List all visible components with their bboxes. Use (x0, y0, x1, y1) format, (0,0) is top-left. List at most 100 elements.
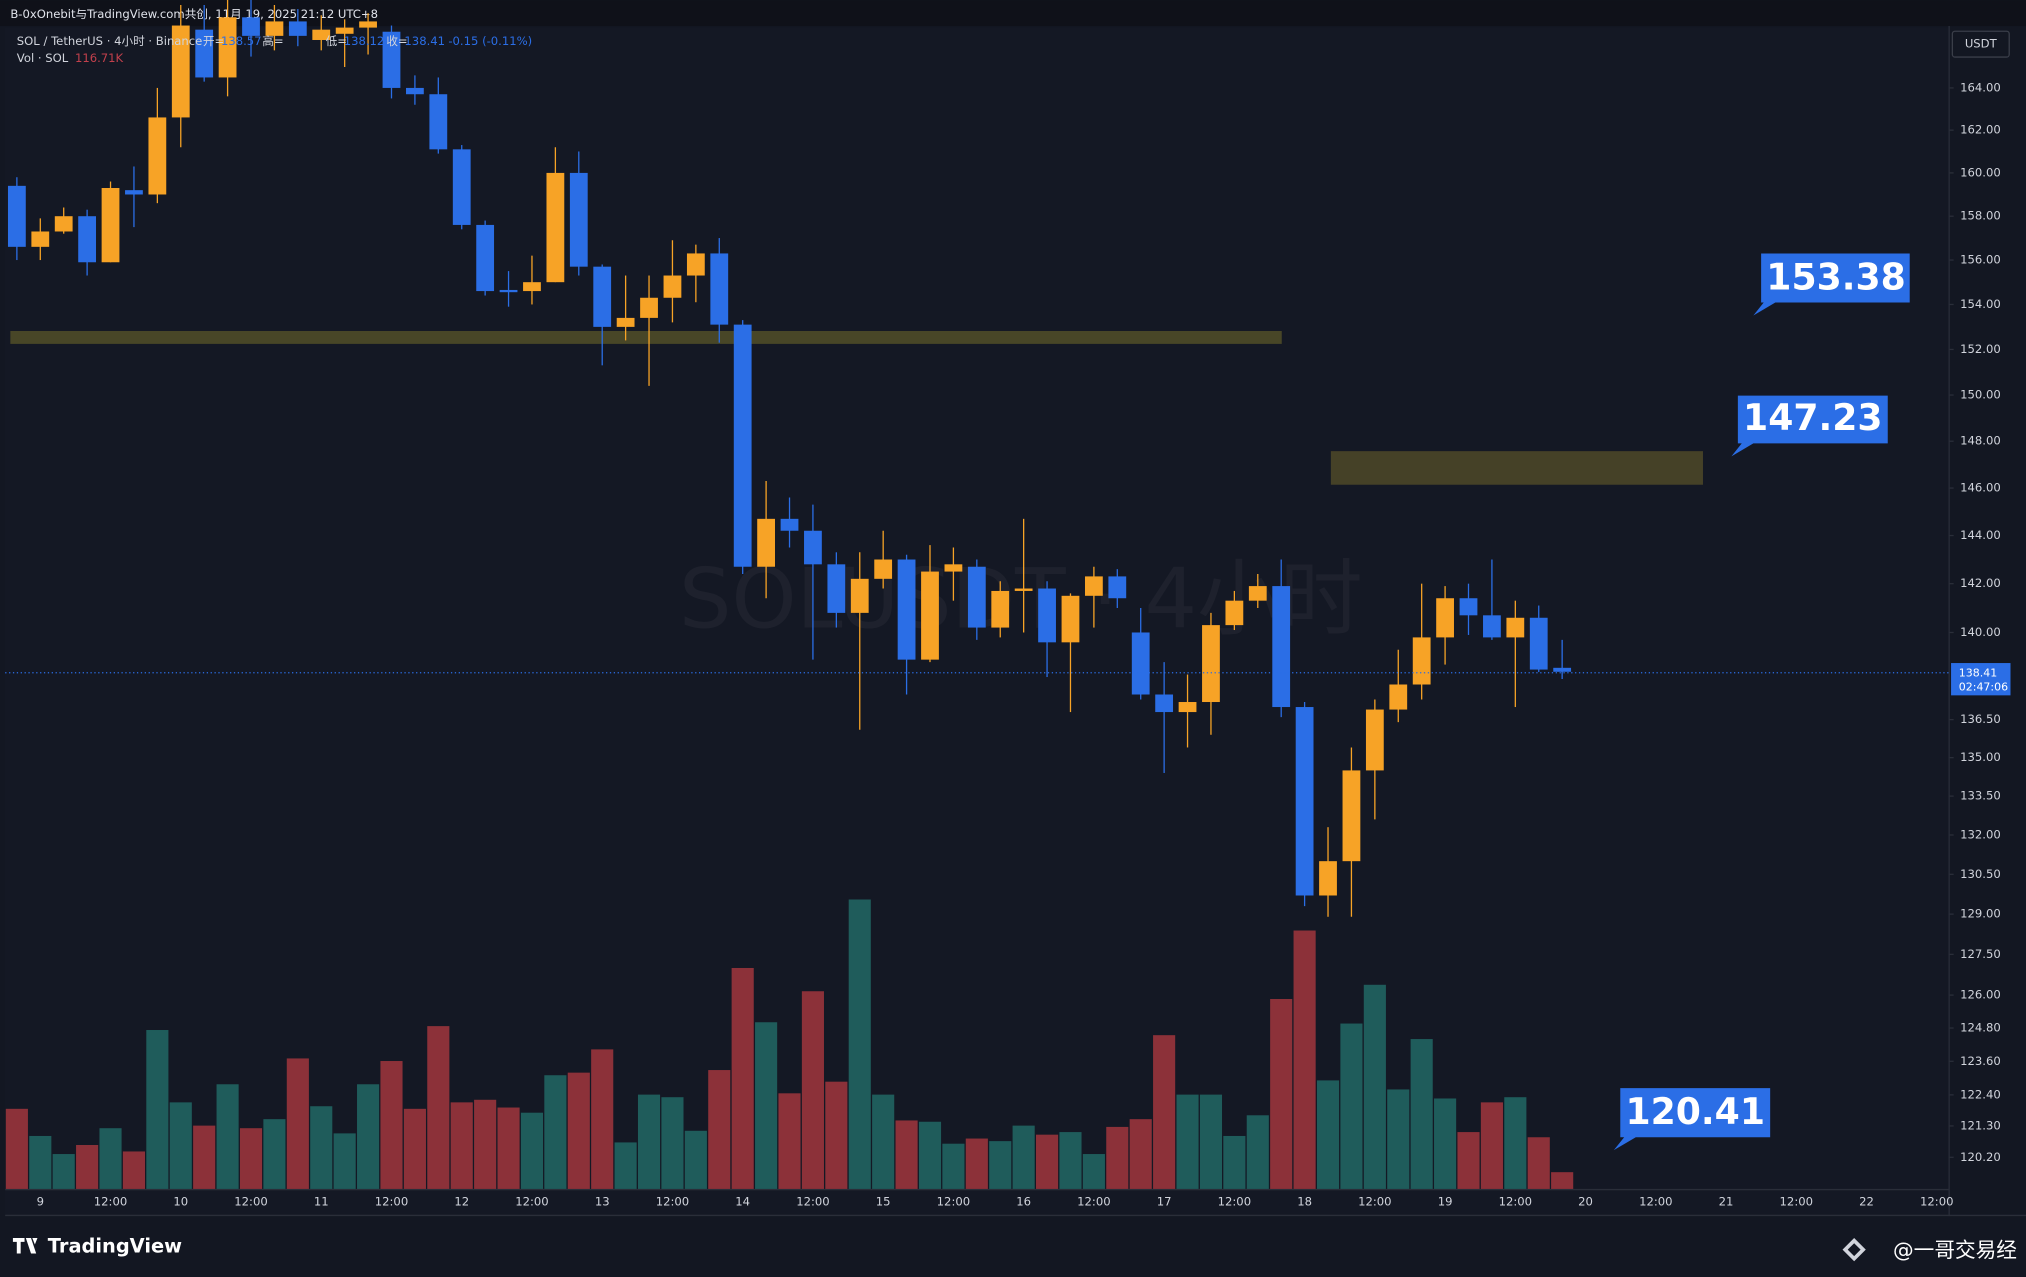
volume-bar (450, 1102, 473, 1189)
volume-bar (76, 1145, 99, 1189)
candle-body (1131, 632, 1150, 695)
volume-bar (29, 1135, 52, 1189)
volume-bar (239, 1128, 263, 1189)
volume-bar (731, 967, 754, 1189)
volume-bar (544, 1075, 567, 1189)
x-tick-label: 15 (876, 1194, 891, 1208)
volume-bar (825, 1081, 848, 1189)
x-tick-label: 12:00 (94, 1194, 127, 1208)
candle-body (967, 566, 986, 628)
logo (12, 1238, 38, 1254)
x-tick-label: 12:00 (1920, 1194, 1953, 1208)
y-tick-label: 123.60 (1960, 1054, 2001, 1068)
y-tick-label: 152.00 (1960, 342, 2001, 356)
volume-bar (591, 1049, 614, 1189)
volume-bar (52, 1154, 75, 1189)
candle-body (265, 21, 284, 36)
zone (10, 330, 1282, 344)
candle-body (1108, 576, 1127, 599)
brand: TradingView (48, 1235, 182, 1258)
candle-body (1272, 586, 1291, 708)
candle-body (78, 216, 97, 263)
legend-symbol: SOL / TetherUS · 4小时 · Binance (17, 34, 203, 48)
candle-body (406, 87, 424, 95)
x-tick-label: 11 (314, 1194, 329, 1208)
volume-bar (1059, 1132, 1082, 1189)
header-bar (0, 0, 2026, 27)
candle-body (1155, 694, 1174, 713)
volume-bar (1527, 1137, 1550, 1189)
volume-bar (684, 1130, 707, 1189)
y-tick-label: 140.00 (1960, 625, 2001, 639)
candle-body (54, 216, 73, 232)
y-tick-label: 121.30 (1960, 1118, 2001, 1132)
x-tick-label: 12:00 (656, 1194, 689, 1208)
y-tick-label: 135.00 (1960, 750, 2001, 764)
legend-label: 收= (386, 34, 407, 48)
y-tick-label: 133.50 (1960, 789, 2001, 803)
legend-label: 高= (262, 34, 283, 48)
legend-label: 开= (203, 34, 224, 48)
volume-bar (380, 1061, 403, 1189)
candle-body (780, 518, 799, 531)
candle-body (1483, 615, 1501, 638)
legend-volume-value: 116.71K (75, 51, 124, 65)
volume-bar (263, 1119, 286, 1189)
candle-body (1061, 595, 1080, 643)
legend-value: 138.57 (221, 34, 262, 48)
y-tick-label: 160.00 (1960, 165, 2001, 179)
volume-bar (614, 1142, 637, 1189)
author: @一哥交易经 (1893, 1238, 2017, 1262)
candle-body (593, 266, 612, 327)
candle-body (31, 231, 50, 247)
y-tick-label: 127.50 (1960, 947, 2001, 961)
candle-body (733, 324, 752, 567)
x-tick-label: 12:00 (375, 1194, 408, 1208)
candle-body (710, 253, 729, 325)
candle-body (850, 578, 869, 613)
y-tick-label: 142.00 (1960, 576, 2001, 590)
volume-bar (357, 1084, 380, 1189)
y-tick-label: 126.00 (1960, 988, 2001, 1002)
x-tick-label: 9 (37, 1194, 44, 1208)
x-tick-label: 14 (735, 1194, 750, 1208)
candle-body (1295, 707, 1314, 896)
y-tick-label: 158.00 (1960, 209, 2001, 223)
volume-bar (122, 1151, 146, 1189)
candle-body (569, 172, 588, 267)
x-tick-label: 13 (595, 1194, 610, 1208)
volume-bar (99, 1128, 122, 1189)
candle-body (921, 571, 939, 660)
candle-body (991, 590, 1010, 628)
y-tick-label: 150.00 (1960, 388, 2001, 402)
candle-body (1014, 588, 1033, 591)
y-tick-label: 156.00 (1960, 253, 2001, 267)
volume-bar (801, 991, 824, 1189)
y-tick-label: 130.50 (1960, 867, 2001, 881)
candle-body (897, 559, 916, 660)
candle-body (499, 289, 518, 293)
callout-text: 153.38 (1766, 255, 1906, 298)
candle-body (1365, 709, 1384, 771)
currency-box[interactable] (1951, 30, 2010, 58)
volume-bar (567, 1072, 590, 1189)
volume-bar (520, 1112, 544, 1189)
candle-body (148, 117, 167, 195)
volume-bar (755, 1022, 778, 1189)
volume-bar (1270, 998, 1293, 1189)
volume-bar (333, 1133, 356, 1189)
candle-body (1553, 667, 1572, 672)
y-tick-label: 132.00 (1960, 827, 2001, 841)
x-tick-label: 12:00 (234, 1194, 267, 1208)
y-tick-label: 136.50 (1960, 712, 2001, 726)
volume-bar (403, 1108, 426, 1189)
candle-body (312, 29, 331, 40)
zone (1330, 451, 1703, 485)
annotation: 153.38 147.23 120.41 (1613, 253, 1910, 1151)
candle-body (218, 17, 237, 78)
watermark: SOLUSDT · 4小时 (679, 550, 1363, 647)
candle-body (1529, 617, 1548, 670)
volume-bar (989, 1141, 1012, 1189)
x-tick-label: 21 (1719, 1194, 1734, 1208)
